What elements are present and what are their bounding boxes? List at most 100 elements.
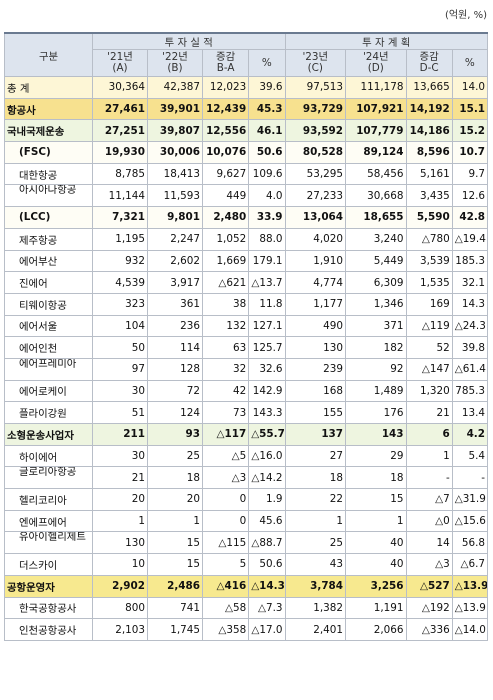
cell-value: 1.9	[248, 488, 286, 511]
cell-value: 323	[92, 292, 148, 316]
table-row: 인천공항공사 2,103 1,745 △358 △17.0 2,401 2,066 △336 △…	[4, 618, 489, 641]
cell-value: △15.6	[451, 509, 489, 533]
cell-value: 1,177	[284, 292, 347, 316]
header-col-bottom: %	[261, 56, 272, 69]
cell-value: 15	[345, 488, 407, 511]
header-group-plan: 투 자 계 획	[284, 32, 489, 50]
header-col-bottom: D-C	[419, 62, 439, 74]
cell-value: 1,910	[284, 249, 347, 273]
cell-value: 449	[201, 184, 250, 208]
cell-value: 128	[147, 357, 203, 381]
row-label: 티웨이항공	[4, 292, 93, 316]
cell-value: 371	[345, 314, 407, 338]
table-row: (FSC) 19,930 30,006 10,076 50.6 80,528 89,124 8…	[4, 141, 489, 164]
cell-value: 109.6	[248, 162, 286, 186]
header-col-bottom: B-A	[216, 62, 235, 74]
cell-value: △3	[201, 466, 250, 490]
cell-value: 5,449	[345, 249, 407, 273]
cell-value: 800	[92, 596, 148, 620]
cell-value: △115	[201, 531, 250, 555]
cell-value: 6,309	[345, 271, 407, 294]
cell-value: △24.3	[451, 314, 489, 338]
cell-value: 12,439	[201, 97, 250, 121]
cell-value: 50.6	[248, 141, 286, 164]
cell-value: 18	[345, 466, 407, 490]
row-label: 항공사	[4, 97, 93, 121]
cell-value: 15	[147, 531, 203, 555]
cell-value: 53,295	[284, 162, 347, 186]
cell-value: 20	[147, 488, 203, 511]
cell-value: 42	[201, 379, 250, 403]
row-label: 글로리아항공	[4, 466, 93, 490]
cell-value: 168	[284, 379, 347, 403]
cell-value: 40	[345, 553, 407, 576]
cell-value: △7.3	[248, 596, 286, 620]
cell-value: 114	[147, 336, 203, 359]
header-col-0: '21년 (A)	[92, 49, 148, 77]
table-row: 에어서울 104 236 132 127.1 490 371 △119 △24.3	[4, 314, 489, 338]
row-label: (FSC)	[4, 141, 93, 164]
cell-value: △336	[405, 618, 453, 641]
table-row: 티웨이항공 323 361 38 11.8 1,177 1,346 169 14.3	[4, 292, 489, 316]
cell-value: 12.6	[451, 184, 489, 208]
cell-value: 30,364	[92, 76, 148, 99]
row-label: 엔에프에어	[4, 509, 93, 533]
row-label: 소형운송사업자	[4, 423, 93, 446]
cell-value: △13.9	[451, 596, 489, 620]
cell-value: △55.7	[248, 423, 286, 446]
cell-value: 38	[201, 292, 250, 316]
row-label: 에어부산	[4, 249, 93, 273]
cell-value: 14,186	[405, 119, 453, 143]
cell-value: 1	[284, 509, 347, 533]
cell-value: 1	[92, 509, 148, 533]
cell-value: 4.2	[451, 423, 489, 446]
header-col-top: '22년	[162, 51, 188, 63]
cell-value: 741	[147, 596, 203, 620]
cell-value: 63	[201, 336, 250, 359]
cell-value: △88.7	[248, 531, 286, 555]
cell-value: 45.3	[248, 97, 286, 121]
cell-value: 2,103	[92, 618, 148, 641]
cell-value: 22	[284, 488, 347, 511]
cell-value: △527	[405, 574, 453, 598]
cell-value: 15	[147, 553, 203, 576]
cell-value: 1,669	[201, 249, 250, 273]
cell-value: 19,930	[92, 141, 148, 164]
cell-value: 0	[201, 488, 250, 511]
header-col-6: 증감 D-C	[405, 49, 453, 77]
cell-value: 25	[147, 444, 203, 468]
cell-value: 169	[405, 292, 453, 316]
cell-value: 97,513	[284, 76, 347, 99]
cell-value: △14.3	[248, 574, 286, 598]
header-col-1: '22년 (B)	[147, 49, 203, 77]
cell-value: 93,729	[284, 97, 347, 121]
table-row: 대한항공 8,785 18,413 9,627 109.6 53,295 58,456 5,1…	[4, 162, 489, 186]
cell-value: 27,233	[284, 184, 347, 208]
cell-value: 30,668	[345, 184, 407, 208]
cell-value: 111,178	[345, 76, 407, 99]
row-label: 에어로케이	[4, 379, 93, 403]
cell-value: 18,413	[147, 162, 203, 186]
cell-value: △13.9	[451, 574, 489, 598]
cell-value: △5	[201, 444, 250, 468]
cell-value: 13.4	[451, 401, 489, 424]
cell-value: △14.0	[451, 618, 489, 641]
cell-value: △621	[201, 271, 250, 294]
cell-value: 3,256	[345, 574, 407, 598]
cell-value: 490	[284, 314, 347, 338]
cell-value: 785.3	[451, 379, 489, 403]
cell-value: 11.8	[248, 292, 286, 316]
cell-value: △0	[405, 509, 453, 533]
row-label: 공항운영자	[4, 574, 93, 598]
table-row: 제주항공 1,195 2,247 1,052 88.0 4,020 3,240 △780 △19…	[4, 227, 489, 251]
cell-value: △31.9	[451, 488, 489, 511]
row-label: 하이에어	[4, 444, 93, 468]
cell-value: 143.3	[248, 401, 286, 424]
cell-value: 5,590	[405, 206, 453, 229]
cell-value: 130	[92, 531, 148, 555]
cell-value: 39,901	[147, 97, 203, 121]
cell-value: 124	[147, 401, 203, 424]
cell-value: 27	[284, 444, 347, 468]
cell-value: -	[451, 466, 489, 490]
cell-value: 3,784	[284, 574, 347, 598]
